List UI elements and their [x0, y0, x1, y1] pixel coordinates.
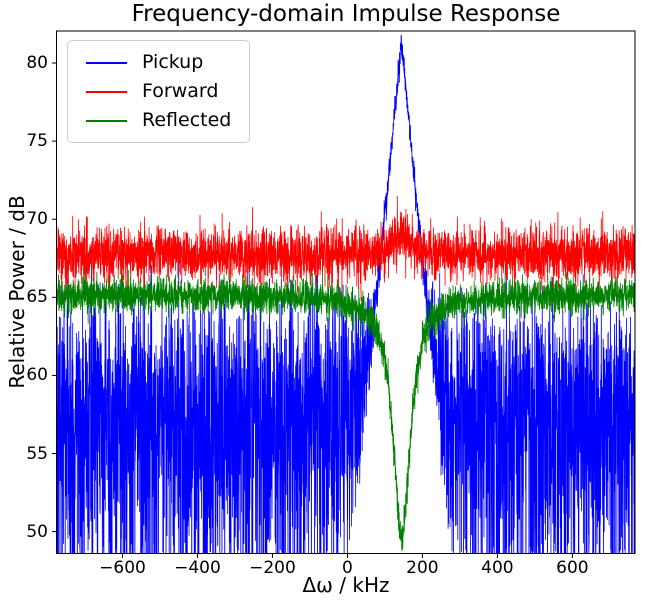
- x-tick-label: −600: [99, 558, 146, 578]
- y-tick-label: 65: [26, 287, 48, 308]
- x-tick-label: −200: [249, 558, 296, 578]
- legend-label-reflected: Reflected: [142, 109, 232, 131]
- legend-line-sample-forward: [86, 90, 127, 93]
- x-tick-label: 600: [556, 558, 589, 578]
- legend-label-pickup: Pickup: [142, 51, 204, 73]
- y-tick-label: 55: [26, 443, 48, 464]
- x-tick-label: 0: [342, 558, 353, 578]
- x-tick-label: −400: [174, 558, 221, 578]
- y-tick-label: 80: [26, 53, 48, 74]
- legend: Pickup Forward Reflected: [67, 40, 250, 143]
- x-tick-label: 400: [481, 558, 514, 578]
- chart-title: Frequency-domain Impulse Response: [131, 1, 561, 27]
- y-tick-label: 60: [26, 365, 48, 386]
- x-axis-label: Δω / kHz: [302, 573, 390, 597]
- y-tick-label: 50: [26, 521, 48, 542]
- legend-label-forward: Forward: [142, 80, 219, 102]
- y-tick-label: 70: [26, 209, 48, 230]
- legend-line-sample-reflected: [86, 119, 127, 122]
- legend-line-sample-pickup: [86, 61, 127, 64]
- legend-item-reflected: Reflected: [78, 106, 239, 135]
- y-tick-label: 75: [26, 131, 48, 152]
- x-tick-label: 200: [406, 558, 439, 578]
- legend-item-forward: Forward: [78, 77, 239, 106]
- legend-item-pickup: Pickup: [78, 48, 239, 77]
